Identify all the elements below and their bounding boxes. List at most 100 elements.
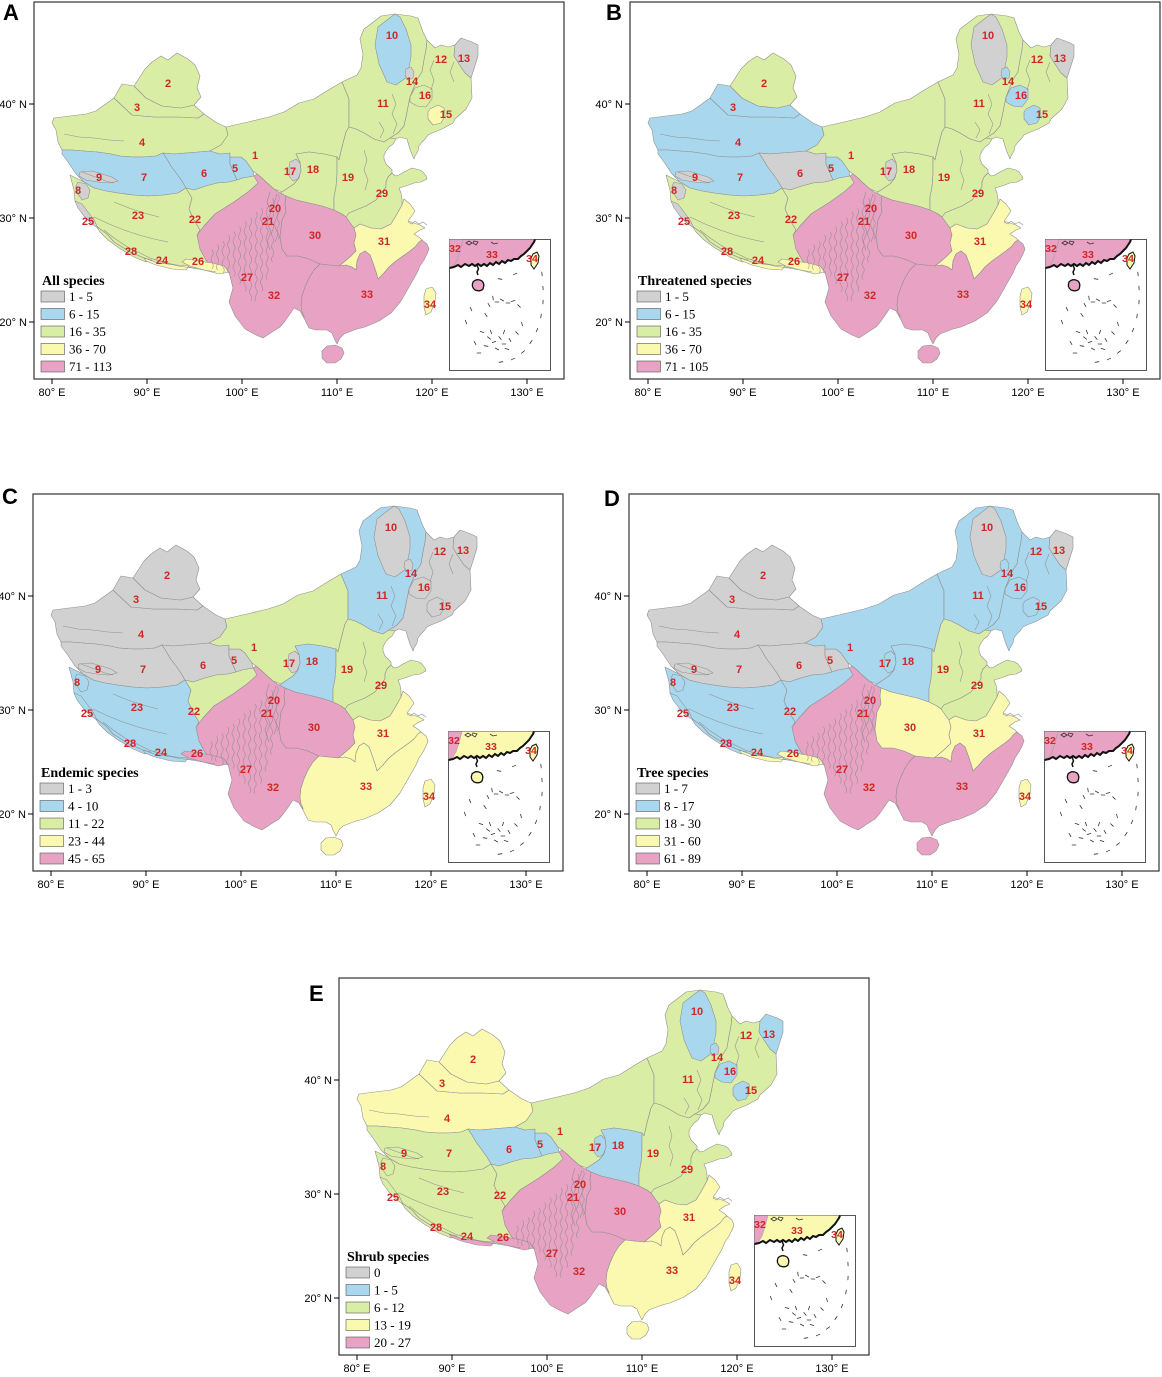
svg-text:2: 2 [760,570,766,582]
svg-text:120° E: 120° E [1011,387,1044,399]
svg-text:34: 34 [1121,745,1133,757]
svg-text:31: 31 [974,236,986,248]
svg-text:27: 27 [546,1248,558,1260]
svg-text:E: E [309,981,324,1006]
svg-text:9: 9 [692,172,698,184]
svg-text:13 - 19: 13 - 19 [374,1318,411,1333]
svg-text:34: 34 [423,791,436,803]
svg-text:11: 11 [376,590,388,602]
svg-text:24: 24 [155,747,168,759]
svg-text:110° E: 110° E [917,387,949,399]
svg-text:7: 7 [141,172,147,184]
svg-text:30° N: 30° N [594,705,622,717]
svg-text:10: 10 [981,522,993,534]
svg-text:23: 23 [131,702,143,714]
svg-text:16: 16 [419,90,431,102]
svg-text:5: 5 [231,655,237,667]
svg-text:25: 25 [677,708,689,720]
svg-text:71 - 113: 71 - 113 [69,359,112,374]
svg-text:14: 14 [1002,76,1015,88]
svg-text:22: 22 [785,214,797,226]
svg-text:13: 13 [458,53,470,65]
svg-text:18: 18 [902,656,914,668]
svg-text:22: 22 [494,1190,506,1202]
svg-text:6: 6 [796,660,802,672]
svg-text:1 - 5: 1 - 5 [69,289,93,304]
svg-text:5: 5 [537,1139,543,1151]
svg-text:29: 29 [972,188,984,200]
svg-text:21: 21 [261,708,273,720]
svg-text:32: 32 [1045,243,1057,255]
svg-text:30: 30 [308,722,320,734]
svg-text:3: 3 [134,102,140,114]
svg-text:10: 10 [385,522,397,534]
svg-text:32: 32 [448,735,460,747]
svg-text:130° E: 130° E [1105,879,1138,891]
svg-text:100° E: 100° E [821,387,854,399]
svg-text:120° E: 120° E [720,1363,753,1375]
svg-text:12: 12 [435,54,447,66]
svg-text:14: 14 [406,76,419,88]
svg-text:24: 24 [752,255,765,267]
svg-text:6: 6 [200,660,206,672]
svg-text:34: 34 [525,745,537,757]
svg-text:20: 20 [268,695,280,707]
svg-text:26: 26 [787,748,799,760]
svg-text:32: 32 [573,1266,585,1278]
svg-text:20° N: 20° N [0,317,27,329]
svg-text:20: 20 [269,203,281,215]
svg-text:13: 13 [1054,53,1066,65]
svg-text:14: 14 [405,568,418,580]
svg-text:30° N: 30° N [304,1189,332,1201]
svg-text:28: 28 [125,246,137,258]
svg-text:33: 33 [360,781,372,793]
svg-text:34: 34 [1020,299,1033,311]
svg-text:34: 34 [424,299,437,311]
svg-text:14: 14 [711,1052,724,1064]
svg-text:61 - 89: 61 - 89 [664,851,701,866]
svg-text:80° E: 80° E [634,387,661,399]
svg-text:34: 34 [526,253,538,265]
svg-text:33: 33 [485,741,497,753]
svg-text:40° N: 40° N [595,99,623,111]
svg-text:16 - 35: 16 - 35 [665,324,702,339]
svg-text:8: 8 [74,677,80,689]
svg-text:24: 24 [156,255,169,267]
svg-text:30° N: 30° N [0,213,27,225]
svg-text:23: 23 [437,1186,449,1198]
svg-text:21: 21 [262,216,274,228]
svg-text:33: 33 [1081,741,1093,753]
svg-text:15: 15 [1035,601,1047,613]
svg-text:1: 1 [848,150,854,162]
svg-text:30° N: 30° N [595,213,623,225]
svg-text:19: 19 [342,172,354,184]
svg-text:20° N: 20° N [304,1293,332,1305]
svg-text:33: 33 [361,289,373,301]
svg-text:110° E: 110° E [320,879,352,891]
svg-text:32: 32 [267,782,279,794]
svg-text:1: 1 [251,642,257,654]
svg-text:20° N: 20° N [595,317,623,329]
svg-text:30° N: 30° N [0,705,26,717]
svg-text:80° E: 80° E [38,387,65,399]
svg-text:23: 23 [132,210,144,222]
svg-text:40° N: 40° N [594,591,622,603]
svg-text:32: 32 [268,290,280,302]
svg-text:110° E: 110° E [321,387,353,399]
svg-text:21: 21 [857,708,869,720]
svg-text:8: 8 [670,677,676,689]
svg-text:11: 11 [377,98,389,110]
svg-text:9: 9 [96,172,102,184]
svg-text:90° E: 90° E [729,387,756,399]
svg-text:Shrub species: Shrub species [347,1250,430,1265]
svg-text:8: 8 [671,185,677,197]
svg-text:3: 3 [133,594,139,606]
svg-text:4: 4 [444,1113,451,1125]
svg-text:28: 28 [124,738,136,750]
svg-text:33: 33 [666,1265,678,1277]
svg-text:11: 11 [972,590,984,602]
svg-text:27: 27 [241,272,253,284]
svg-text:8: 8 [75,185,81,197]
svg-text:Endemic species: Endemic species [41,766,139,781]
svg-text:10: 10 [982,30,994,42]
